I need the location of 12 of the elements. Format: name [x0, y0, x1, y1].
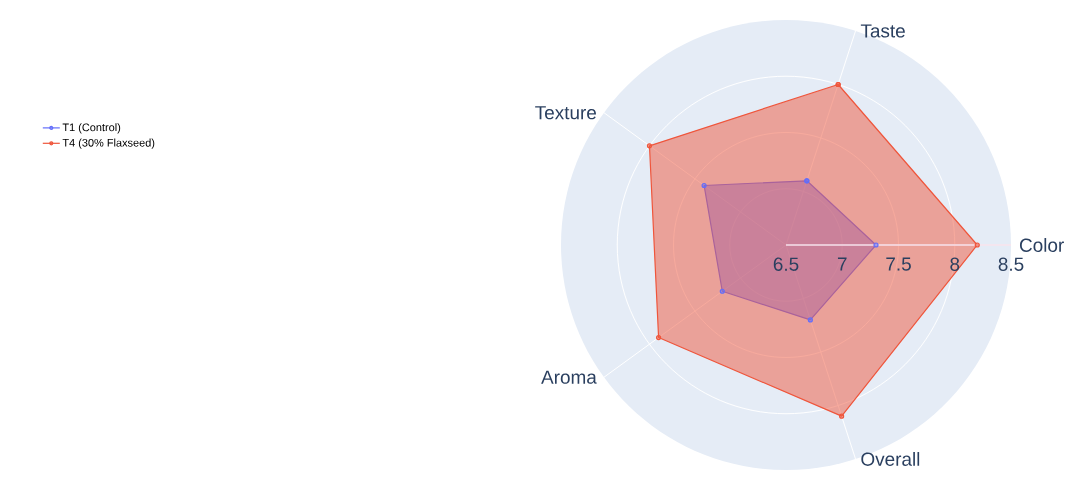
- spoke-label: Taste: [860, 24, 905, 38]
- spoke-label: Aroma: [541, 370, 597, 384]
- legend-label: T1 (Control): [62, 123, 121, 134]
- y-tick-label: 8: [950, 257, 960, 271]
- spoke-label: Color: [1019, 238, 1064, 252]
- y-tick-label: 7: [837, 257, 847, 271]
- spoke-label: Texture: [535, 106, 596, 120]
- spoke-label: Overall: [861, 452, 920, 466]
- y-tick-label: 8.5: [998, 257, 1024, 271]
- y-tick-label: 6.5: [773, 257, 799, 271]
- legend-label: T4 (30% Flaxseed): [62, 138, 155, 149]
- y-tick-label: 7.5: [886, 257, 911, 271]
